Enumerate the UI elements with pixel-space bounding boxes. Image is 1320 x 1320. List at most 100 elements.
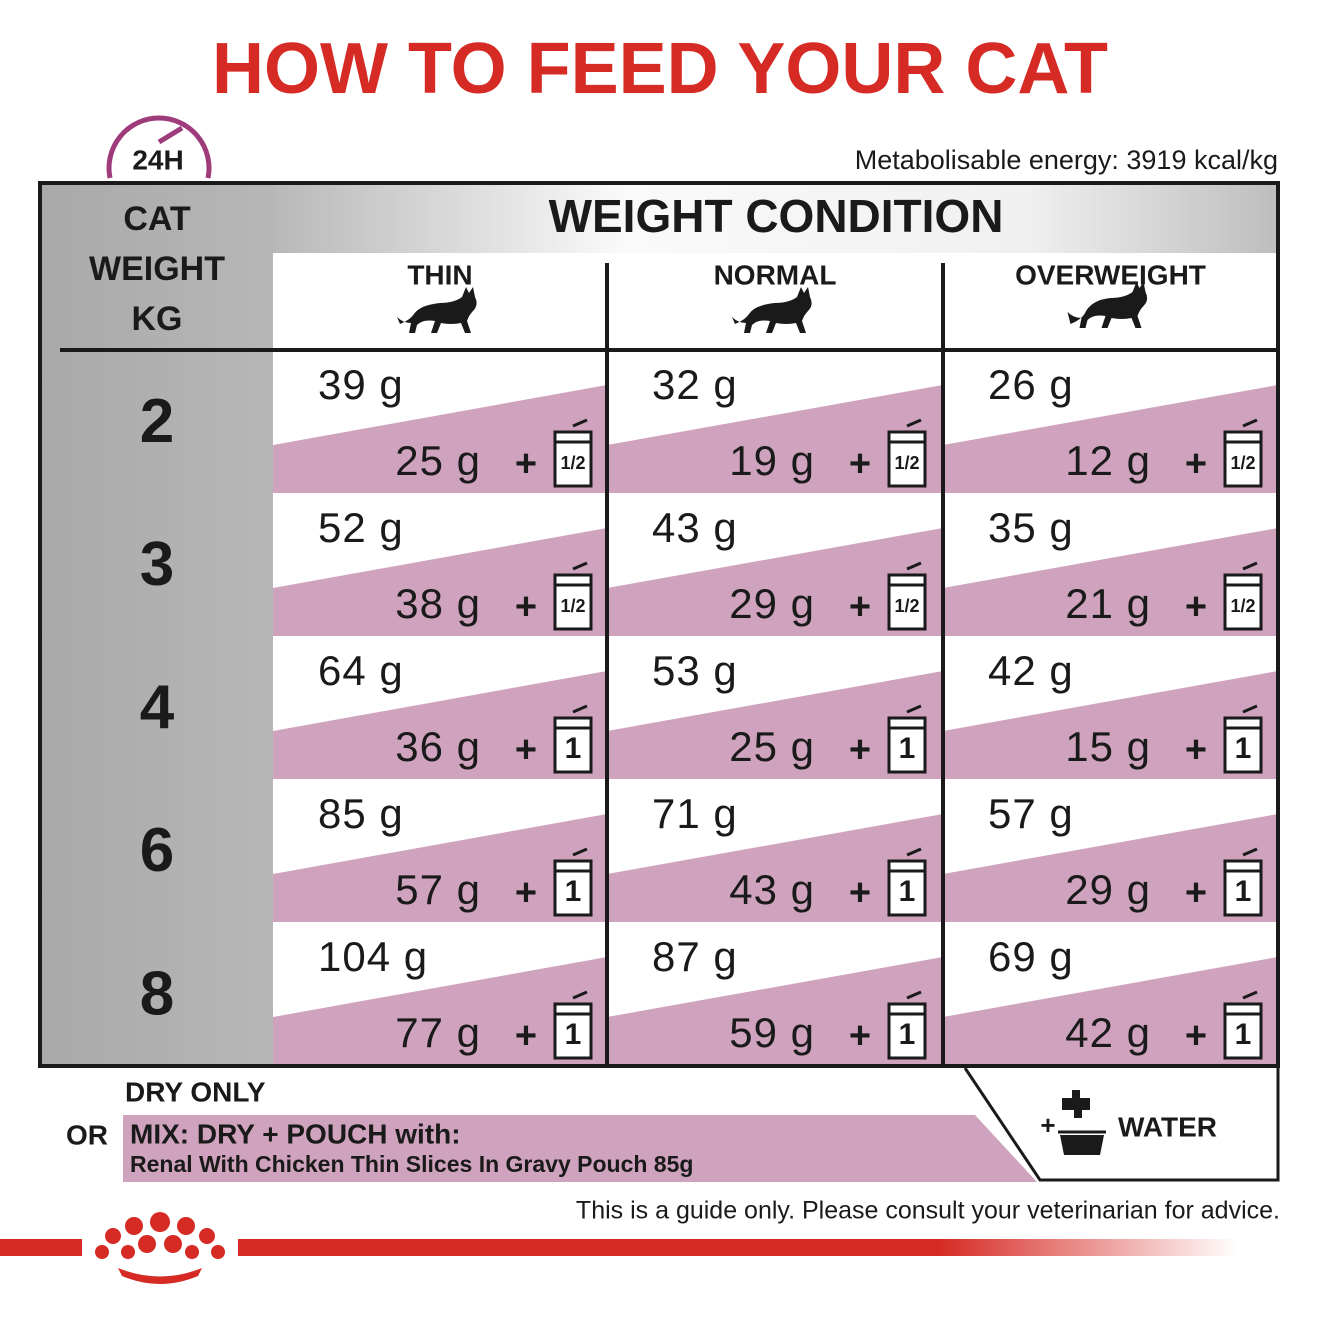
pouch-icon (1223, 418, 1263, 488)
plus-sign: + (515, 443, 537, 485)
pouch-amount: 1 (1235, 732, 1252, 765)
mix-amount: 59 g (729, 1009, 815, 1056)
pouch-icon (1223, 990, 1263, 1060)
pouch-amount: 1 (565, 732, 582, 765)
mix-band (273, 814, 607, 922)
water-icon (1058, 1090, 1106, 1155)
plus-sign: + (1185, 872, 1207, 914)
dry-amount: 87 g (652, 933, 738, 980)
mix-amount: 29 g (729, 580, 815, 627)
weight: 6 (140, 816, 174, 885)
pouch-amount: 1 (1235, 1018, 1252, 1051)
mix-amount: 36 g (395, 723, 481, 770)
mix-amount: 15 g (1065, 723, 1151, 770)
mix-amount: 25 g (729, 723, 815, 770)
brand-logo (95, 1212, 225, 1284)
clock-label: 24H (132, 144, 183, 175)
pouch-amount: 1/2 (560, 453, 585, 473)
mix-band (607, 528, 943, 636)
water-label: WATER (1118, 1111, 1217, 1142)
mix-amount: 38 g (395, 580, 481, 627)
pouch-amount: 1 (899, 732, 916, 765)
pouch-icon (553, 990, 593, 1060)
mix-amount: 29 g (1065, 866, 1151, 913)
mix-band (273, 957, 607, 1066)
mix-amount: 42 g (1065, 1009, 1151, 1056)
pouch-amount: 1 (899, 875, 916, 908)
dry-amount: 26 g (988, 361, 1074, 408)
mix-band (273, 385, 607, 493)
dry-amount: 42 g (988, 647, 1074, 694)
plus-sign: + (849, 443, 871, 485)
pouch-icon (887, 847, 927, 917)
dry-amount: 32 g (652, 361, 738, 408)
pouch-icon (553, 561, 593, 631)
pouch-icon (553, 418, 593, 488)
pouch-amount: 1/2 (894, 596, 919, 616)
dry-amount: 35 g (988, 504, 1074, 551)
pouch-icon (887, 990, 927, 1060)
row-header: CAT (123, 200, 191, 238)
mix-band (607, 671, 943, 779)
pouch-amount: 1/2 (894, 453, 919, 473)
table-border (38, 181, 1280, 1068)
plus-sign: + (849, 586, 871, 628)
mix-band (123, 1115, 1037, 1182)
mix-band (943, 814, 1278, 922)
title: HOW TO FEED YOUR CAT (212, 29, 1108, 109)
mix-amount: 21 g (1065, 580, 1151, 627)
or-label: OR (66, 1119, 108, 1150)
mix-band (273, 671, 607, 779)
plus-sign: + (849, 1015, 871, 1057)
mix-amount: 77 g (395, 1009, 481, 1056)
pouch-amount: 1/2 (1230, 453, 1255, 473)
dry-amount: 52 g (318, 504, 404, 551)
dry-amount: 39 g (318, 361, 404, 408)
weight: 2 (140, 387, 174, 456)
dry-amount: 43 g (652, 504, 738, 551)
mix-band (607, 814, 943, 922)
column-header: THIN (407, 259, 472, 290)
plus-sign: + (515, 729, 537, 771)
pouch-amount: 1 (1235, 875, 1252, 908)
pouch-icon (1223, 704, 1263, 774)
mix-amount: 19 g (729, 437, 815, 484)
mix-band (943, 528, 1278, 636)
mix-band (607, 385, 943, 493)
disclaimer: This is a guide only. Please consult you… (576, 1197, 1280, 1225)
plus-sign: + (515, 872, 537, 914)
clock-icon (106, 115, 212, 179)
pouch-icon (887, 561, 927, 631)
plus-sign: + (515, 586, 537, 628)
pouch-icon (553, 847, 593, 917)
pouch-icon (887, 418, 927, 488)
cat-icon (1067, 282, 1148, 328)
brand-line (238, 1239, 1238, 1256)
mix-title: MIX: DRY + POUCH with: (130, 1118, 461, 1149)
mix-amount: 43 g (729, 866, 815, 913)
dry-amount: 104 g (318, 933, 428, 980)
mix-band (943, 671, 1278, 779)
plus-sign: + (515, 1015, 537, 1057)
plus-sign: + (1185, 1015, 1207, 1057)
pouch-amount: 1/2 (560, 596, 585, 616)
plus-sign: + (849, 729, 871, 771)
weight: 8 (140, 959, 174, 1028)
plus-sign: + (1185, 443, 1207, 485)
dry-only: DRY ONLY (125, 1076, 266, 1107)
mix-amount: 25 g (395, 437, 481, 484)
brand-line (0, 1239, 82, 1256)
pouch-icon (887, 704, 927, 774)
column-header: NORMAL (714, 259, 837, 290)
mix-amount: 57 g (395, 866, 481, 913)
row-header: WEIGHT (89, 250, 225, 288)
water-plus: + (1040, 1110, 1055, 1140)
plus-sign: + (1185, 586, 1207, 628)
mix-band (607, 957, 943, 1066)
mix-band (943, 385, 1278, 493)
mix-band (943, 957, 1278, 1066)
weight: 3 (140, 530, 174, 599)
cat-icon (397, 287, 477, 333)
pouch-amount: 1 (899, 1018, 916, 1051)
